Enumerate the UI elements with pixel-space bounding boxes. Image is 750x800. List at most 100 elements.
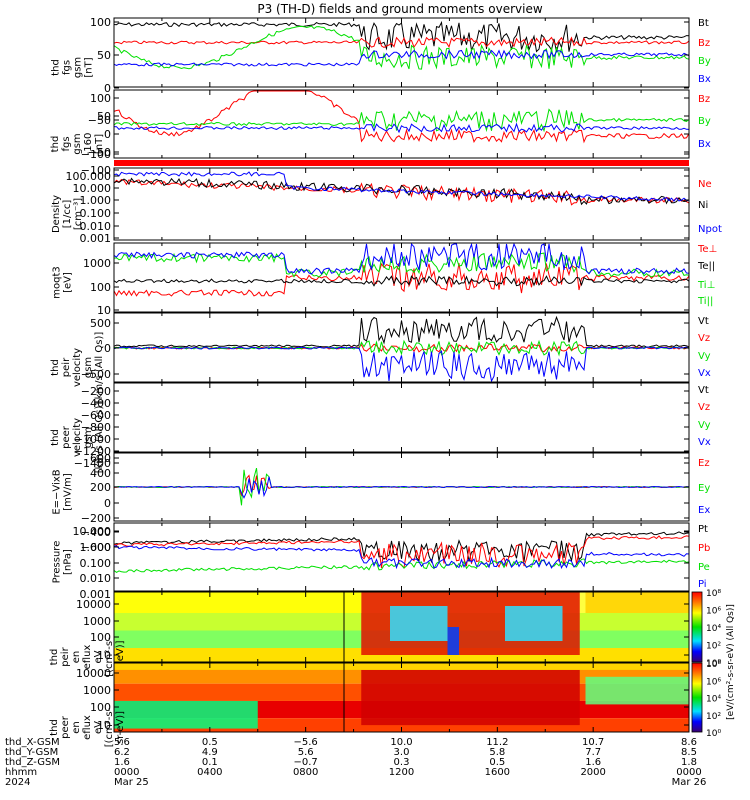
- legend-entry: Ni: [698, 200, 708, 211]
- legend-entry: Pe: [698, 562, 710, 573]
- spectrogram-region: [585, 676, 689, 705]
- legend-entry: Bx: [698, 74, 711, 85]
- legend-entry: Vt: [698, 316, 709, 327]
- y-tick-label: 0.001: [80, 232, 112, 245]
- y-tick-label: −800: [81, 421, 111, 434]
- time-axis-value: 1.6: [114, 757, 130, 768]
- y-tick-label: −600: [81, 409, 111, 422]
- panel-frame: [113, 17, 690, 88]
- colorbar: [691, 662, 703, 733]
- time-axis-row-label: thd_Y-GSM: [5, 747, 58, 758]
- trace-vy: [113, 339, 690, 357]
- time-axis-value: 8.6: [681, 737, 697, 748]
- y-tick-label: 0.100: [80, 557, 112, 570]
- legend-entry: Npot: [698, 224, 722, 235]
- time-axis-value: 5.6: [114, 737, 130, 748]
- legend-entry: Ez: [698, 458, 710, 469]
- y-tick-label: 100: [90, 16, 111, 29]
- trace-pt: [113, 531, 690, 564]
- spectrogram-region: [447, 627, 459, 655]
- spectrogram-region: [114, 592, 362, 613]
- time-axis-row-label: 2024: [5, 777, 30, 788]
- colorbar: [691, 591, 703, 663]
- time-axis-value: 1.8: [681, 757, 697, 768]
- legend-entry: Ti||: [697, 296, 713, 307]
- trace-te-perp: [113, 262, 690, 297]
- y-tick-label: −200: [81, 512, 111, 525]
- time-axis-row-label: thd_Z-GSM: [5, 757, 60, 768]
- trace-by: [113, 25, 690, 70]
- legend-entry: Bx: [698, 139, 711, 150]
- panel-p4: 1000 100 10 moqt3[eV] Te⊥ Te|| Ti⊥ Ti||: [52, 242, 717, 317]
- y-tick-label: 10.000: [73, 182, 112, 195]
- legend-entry: Bz: [698, 38, 710, 49]
- y-tick-label: 50: [97, 49, 111, 62]
- time-axis-value: 5.8: [489, 747, 505, 758]
- trace-by: [113, 108, 690, 133]
- spectrogram-region: [585, 592, 689, 613]
- y-tick-label: 50: [97, 110, 111, 123]
- y-tick-label: −50: [88, 146, 111, 159]
- legend-entry: Pt: [698, 524, 708, 535]
- time-axis-value: 7.7: [585, 747, 601, 758]
- legend-entry: Pi: [698, 579, 707, 590]
- time-axis-value: Mar 25: [114, 777, 149, 788]
- time-axis-value: 0.5: [489, 757, 505, 768]
- time-axis-value: 1600: [485, 767, 510, 778]
- y-axis-label: thdpeerenefluxeV[(cm²-s-sr-eV)]: [49, 707, 126, 747]
- y-tick-label: −400: [81, 397, 111, 410]
- legend-entry: Ne: [698, 179, 712, 190]
- y-tick-label: 100: [90, 281, 111, 294]
- time-axis-value: 10.7: [582, 737, 604, 748]
- trace-ex: [114, 476, 690, 499]
- time-axis-value: 0000: [114, 767, 139, 778]
- y-tick-label: −50: [88, 114, 111, 127]
- time-axis-value: 5.6: [298, 747, 314, 758]
- y-tick-label: 100: [90, 631, 111, 644]
- panel-frame: [113, 382, 690, 453]
- colorbar-tick-label: 10²: [706, 712, 721, 722]
- time-axis-value: 0.1: [202, 757, 218, 768]
- y-tick-label: 0.010: [80, 220, 112, 233]
- trace-bx: [113, 49, 690, 67]
- y-tick-label: 500: [90, 317, 111, 330]
- colorbar-tick-label: 10⁴: [706, 695, 721, 705]
- time-axis-value: 3.0: [394, 747, 410, 758]
- y-axis-label: moqt3[eV]: [52, 266, 74, 299]
- y-tick-label: 100.000: [66, 170, 112, 183]
- colorbar-tick-label: 10⁶: [706, 677, 721, 687]
- trace-bt: [113, 20, 690, 53]
- legend-entry: Vz: [698, 402, 710, 413]
- y-axis-label: thdpeirenefluxeV[(cm²-s-sr-eV)]: [49, 637, 126, 677]
- legend-entry: Pb: [698, 543, 710, 554]
- panel-p6: −200−400−600−800−1000−1200−1400thdpeerve…: [50, 382, 711, 473]
- y-tick-label: 10000: [76, 598, 111, 611]
- time-axis-value: 0.3: [394, 757, 410, 768]
- trace-bz: [113, 36, 690, 49]
- colorbars: 10⁸10⁶10⁴10²10⁰10⁸10⁶10⁴10²10⁰[eV/(cm²-s…: [691, 589, 736, 739]
- trace-npot: [113, 171, 690, 202]
- colorbar-tick-label: 10⁸: [706, 589, 721, 599]
- y-tick-label: 10000: [76, 667, 111, 680]
- time-axis-value: −0.7: [294, 757, 318, 768]
- y-axis-label: Pressure[nPa]: [52, 541, 74, 584]
- trace-ti-perp: [113, 252, 690, 278]
- colorbar-tick-label: 10⁴: [706, 624, 721, 634]
- y-tick-label: 200: [90, 481, 111, 494]
- y-tick-label: −500: [81, 368, 111, 381]
- legend-entry: Vx: [698, 368, 711, 379]
- time-axis-value: 8.5: [681, 747, 697, 758]
- y-axis-label: E=−VixB[mV/m]: [52, 469, 74, 514]
- y-tick-label: 1000: [83, 615, 111, 628]
- legend-entry: Ey: [698, 483, 710, 494]
- colorbar-tick-label: 10⁸: [706, 660, 721, 670]
- y-tick-label: 100: [90, 92, 111, 105]
- y-tick-label: 10.000: [73, 525, 112, 538]
- trace-ne: [113, 178, 690, 206]
- time-axis-value: 1.6: [585, 757, 601, 768]
- trace-ti-par: [113, 242, 690, 275]
- legend-entry: Vy: [698, 351, 711, 362]
